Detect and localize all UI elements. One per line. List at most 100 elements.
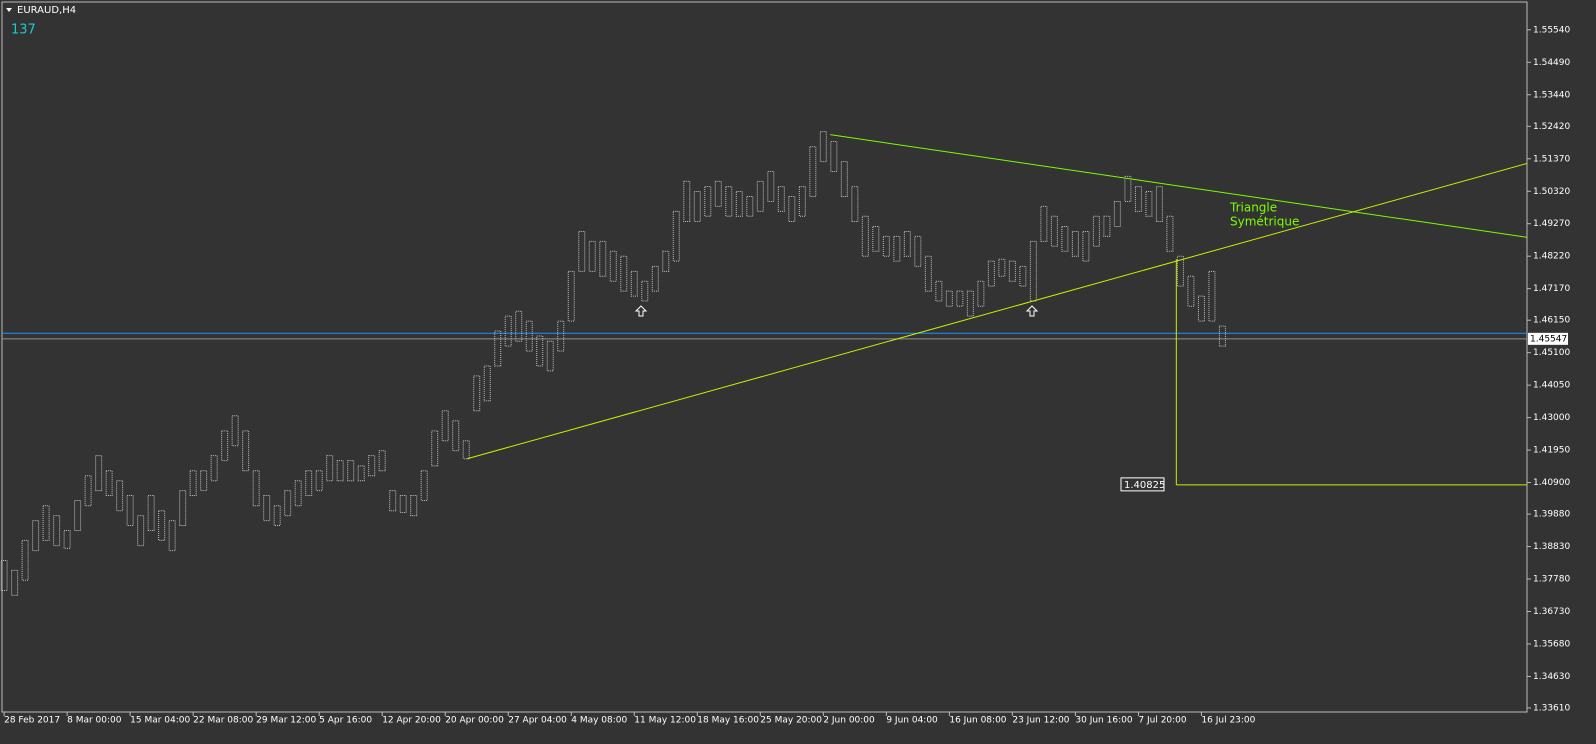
price-bar: [179, 490, 187, 527]
price-bar: [32, 520, 40, 552]
x-tick-label: 15 Mar 04:00: [130, 716, 190, 726]
x-tick-label: 20 Apr 00:00: [445, 716, 504, 726]
annotation: Triangle: [1229, 201, 1277, 215]
price-bar: [147, 495, 155, 531]
price-bar: [830, 140, 838, 172]
price-bar: [1040, 205, 1048, 242]
price-bar: [378, 450, 386, 472]
price-bar: [861, 215, 869, 257]
price-bar: [683, 180, 691, 223]
price-bar: [431, 430, 439, 467]
price-bar: [242, 430, 250, 472]
price-bar: [462, 440, 470, 460]
price-label-box: [1528, 332, 1568, 345]
y-tick-label: 1.51370: [1533, 154, 1570, 164]
x-tick-label: 30 Jun 16:00: [1075, 716, 1132, 726]
price-bar: [977, 280, 985, 307]
price-bar: [840, 161, 848, 198]
price-bar: [567, 270, 575, 322]
y-tick-label: 1.50320: [1533, 187, 1570, 197]
price-bar: [651, 265, 659, 292]
price-bar: [1008, 260, 1016, 282]
price-bar: [504, 315, 512, 347]
price-bar: [662, 250, 670, 272]
price-bar: [0, 559, 8, 591]
y-tick-label: 1.38830: [1533, 542, 1570, 552]
price-bar: [74, 499, 82, 531]
price-bar: [630, 270, 638, 297]
price-bar: [714, 180, 722, 207]
price-bar: [294, 480, 302, 507]
y-tick-label: 1.40900: [1533, 478, 1570, 488]
price-bar: [11, 569, 19, 596]
price-bar: [452, 420, 460, 452]
price-bar: [1029, 240, 1037, 302]
counter: 137: [11, 23, 36, 38]
price-bar: [1208, 270, 1216, 322]
price-bar: [966, 290, 974, 317]
price-bar: [620, 255, 628, 292]
price-bar: [1187, 275, 1195, 307]
arrow-up: [634, 305, 1039, 317]
price-bar: [557, 320, 565, 352]
price-bar: [326, 455, 334, 482]
price-bar: [389, 490, 397, 512]
price-label: 1.45547: [1530, 334, 1567, 344]
y-tick-label: 1.36730: [1533, 607, 1570, 617]
x-tick-label: 18 May 16:00: [697, 716, 759, 726]
menu-arrow[interactable]: [6, 8, 12, 12]
price-bar: [536, 335, 544, 367]
y-tick-label: 1.43000: [1533, 413, 1570, 423]
x-tick-label: 9 Jun 04:00: [886, 716, 938, 726]
price-bar: [420, 470, 428, 501]
price-bar: [189, 470, 197, 497]
y-tick-label: 1.41950: [1533, 446, 1570, 456]
price-bar: [116, 480, 124, 512]
price-bar: [693, 191, 701, 223]
x-tick-label: 25 May 20:00: [760, 716, 822, 726]
price-bar: [945, 290, 953, 307]
price-bar: [515, 310, 523, 342]
price-bar: [357, 465, 365, 482]
price-bar: [956, 290, 964, 307]
price-bar: [672, 210, 680, 262]
x-tick-label: 4 May 08:00: [571, 716, 627, 726]
price-bar: [231, 415, 239, 447]
price-bar: [903, 230, 911, 257]
x-tick-label: 16 Jun 08:00: [949, 716, 1006, 726]
x-tick-label: 16 Jul 23:00: [1201, 716, 1255, 726]
price-bar: [914, 235, 922, 267]
trend-line: [467, 162, 1528, 460]
y-tick-label: 1.45100: [1533, 348, 1570, 358]
price-bar: [1134, 186, 1142, 212]
x-tick-label: 2 Jun 00:00: [823, 716, 875, 726]
price-bar: [221, 430, 229, 462]
price-bar: [609, 250, 617, 282]
price-bar: [441, 410, 449, 442]
price-bar: [273, 505, 281, 527]
price-bar: [105, 470, 113, 497]
price-bar: [126, 495, 134, 527]
x-tick-label: 5 Apr 16:00: [319, 716, 372, 726]
price-bar: [42, 505, 50, 541]
price-bar: [473, 375, 481, 412]
price-bar: [893, 235, 901, 262]
y-tick-label: 1.49270: [1533, 219, 1570, 229]
price-bar: [746, 196, 754, 217]
price-bar: [935, 280, 943, 302]
y-tick-label: 1.37780: [1533, 575, 1570, 585]
price-bar: [704, 186, 712, 217]
price-bar: [315, 470, 323, 492]
price-bar: [1155, 186, 1163, 223]
y-tick-label: 1.52420: [1533, 122, 1570, 132]
price-bar: [95, 455, 103, 492]
price-bar: [578, 230, 586, 272]
price-bar: [399, 495, 407, 514]
price-bar: [368, 455, 376, 477]
price-bar: [336, 460, 344, 482]
y-tick-label: 1.34630: [1533, 672, 1570, 682]
price-bar: [1218, 325, 1226, 347]
y-tick-label: 1.53440: [1533, 90, 1570, 100]
